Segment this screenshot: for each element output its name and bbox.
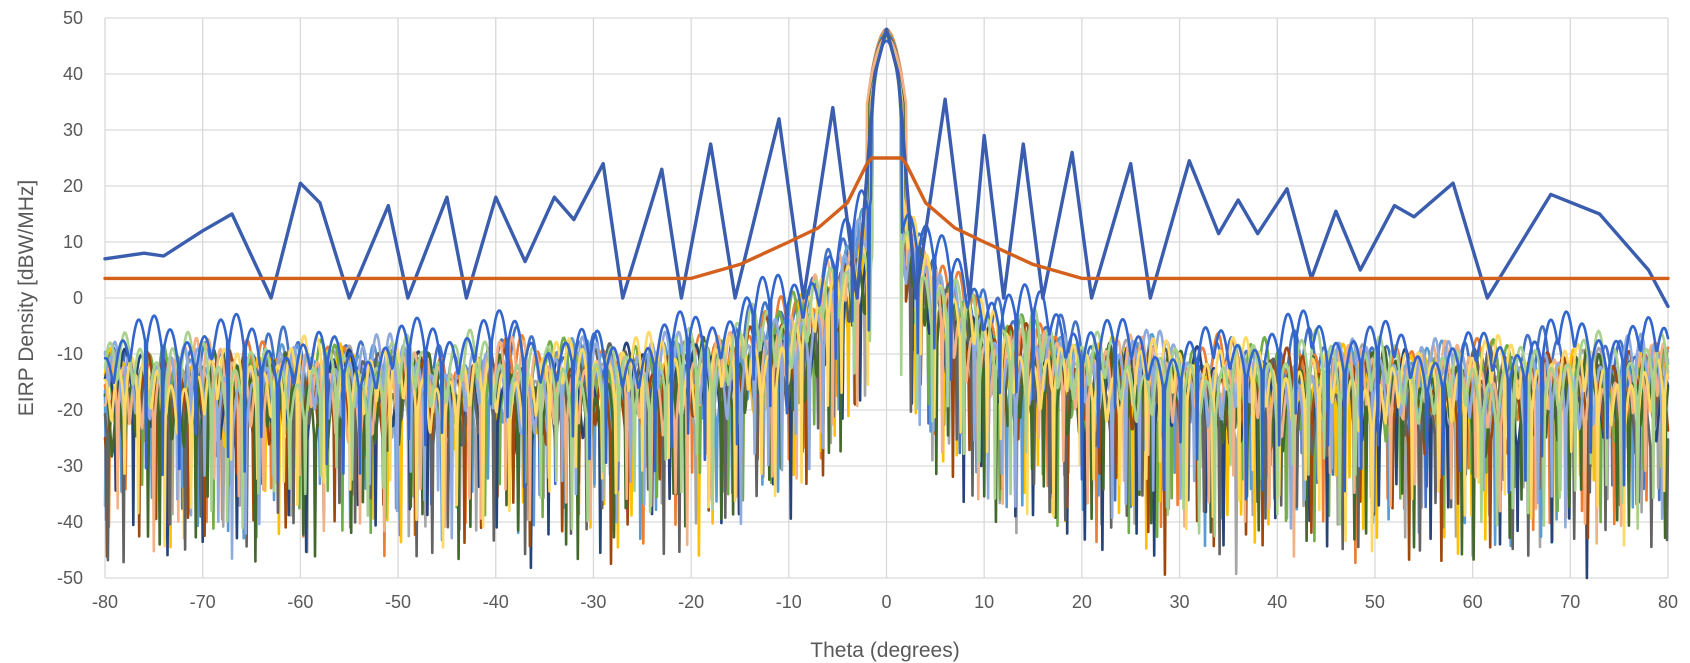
y-tick-label: 30 [63,120,83,140]
y-tick-label: 0 [73,288,83,308]
x-tick-label: -30 [580,592,606,612]
y-tick-label: 20 [63,176,83,196]
y-tick-label: -50 [57,568,83,588]
y-tick-label: -30 [57,456,83,476]
mask-series-line [103,156,1670,281]
sidelobe-series-line [103,39,1670,501]
envelope-series-line [103,27,1670,309]
x-tick-label: -50 [385,592,411,612]
y-tick-label: 40 [63,64,83,84]
y-tick-label: -40 [57,512,83,532]
x-tick-label: 70 [1560,592,1580,612]
x-tick-label: 30 [1170,592,1190,612]
x-tick-label: -10 [776,592,802,612]
x-tick-label: 0 [881,592,891,612]
y-tick-label: -10 [57,344,83,364]
x-tick-label: -70 [190,592,216,612]
x-tick-label: -80 [92,592,118,612]
x-tick-label: 80 [1658,592,1678,612]
tick-labels: -80 -70 -60 -50 -40 -30 -20 -10 0 10 20 30 40 50 60 70 8… [57,8,1678,612]
y-tick-label: 10 [63,232,83,252]
y-tick-label: -20 [57,400,83,420]
x-tick-label: 10 [974,592,994,612]
x-tick-label: 50 [1365,592,1385,612]
x-tick-label: 20 [1072,592,1092,612]
y-tick-label: 50 [63,8,83,28]
x-tick-label: -20 [678,592,704,612]
x-tick-label: 40 [1267,592,1287,612]
y-axis-title: EIRP Density [dBW/MHz] [15,180,38,417]
x-axis-title: Theta (degrees) [810,639,959,662]
series-lines [103,27,1670,580]
x-tick-label: 60 [1463,592,1483,612]
x-tick-label: -40 [483,592,509,612]
x-tick-label: -60 [287,592,313,612]
